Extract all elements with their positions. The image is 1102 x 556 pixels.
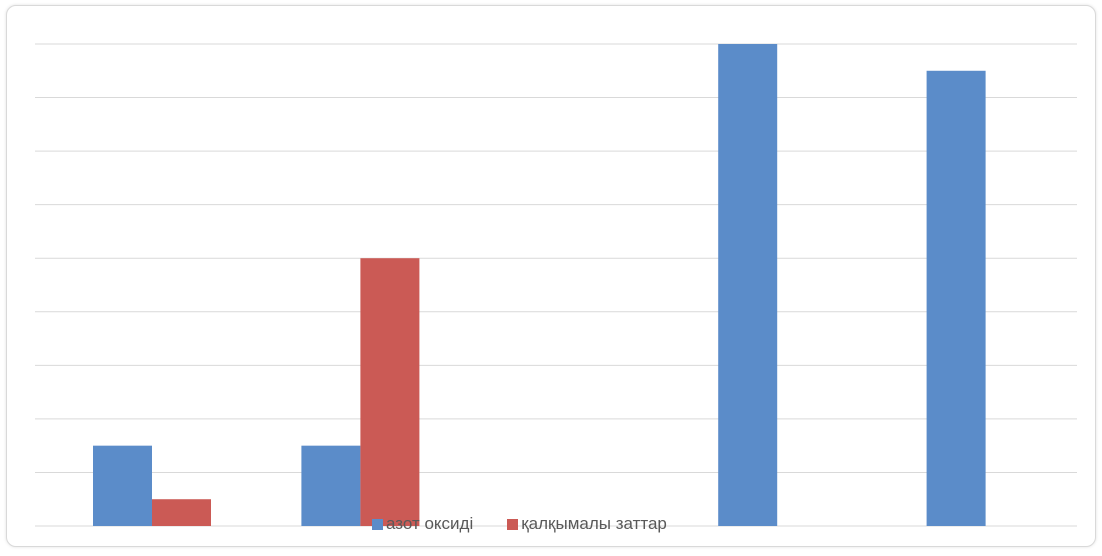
bar-series-1-category-2	[301, 445, 361, 526]
chart-frame	[6, 5, 1096, 547]
bar-series-2-category-2	[360, 258, 420, 526]
legend-swatch-series-2	[507, 518, 519, 530]
legend-swatch-series-1	[372, 518, 383, 530]
legend-item-series-2: қалқымалы заттар	[507, 514, 667, 534]
gridlines	[35, 43, 1077, 527]
bar-series-2-category-1	[152, 499, 211, 526]
legend: азот оксиді қалқымалы заттар	[372, 514, 701, 534]
bar-series-1-category-1	[93, 445, 152, 526]
bar-series-1-category-4	[718, 44, 778, 526]
bars	[93, 44, 986, 527]
bar-series-1-category-5	[926, 70, 986, 527]
legend-label-series-1: азот оксиді	[386, 514, 474, 533]
legend-item-series-1: азот оксиді	[372, 514, 473, 534]
legend-label-series-2: қалқымалы заттар	[521, 514, 667, 533]
